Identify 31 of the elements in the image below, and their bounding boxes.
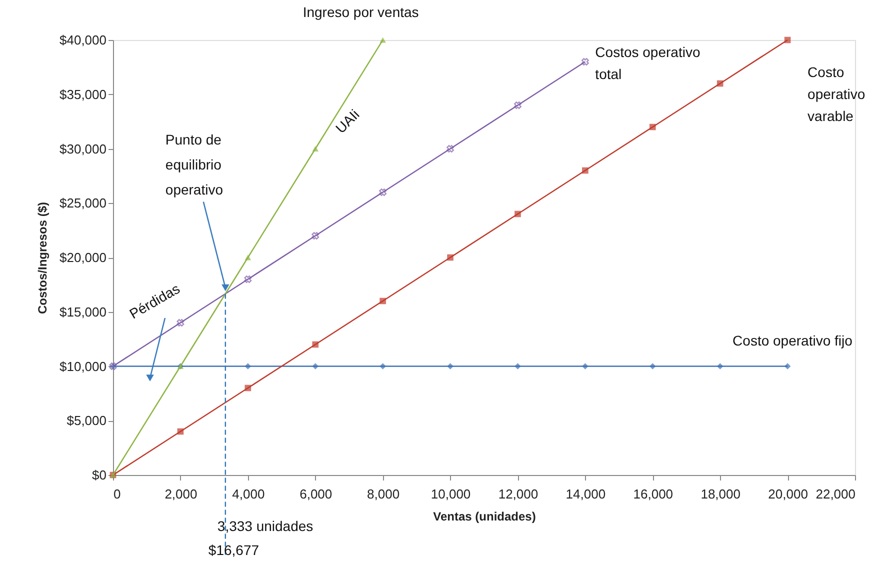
annotation: UAIi [332,106,362,136]
text: Ingreso por ventas [302,4,419,20]
y-tick-label: $5,000 [66,413,106,428]
x-tick-label: 22,000 [816,486,856,502]
y-tick-label: $35,000 [60,86,106,102]
ref-line-label: 3,333 unidades [217,518,314,534]
y-tick-label: $15,000 [60,304,106,320]
y-tick-label: $30,000 [60,141,106,156]
series-label: Costo operativo fijo [732,332,853,348]
x-tick-label: 6,000 [300,486,332,502]
y-tick-label: $25,000 [60,196,106,211]
y-axis-title: Costos/Ingresos ($) [36,202,50,314]
y-tick-label: $20,000 [60,250,106,265]
series-label: Costo operativo varable [808,64,866,124]
x-tick-label: 8,000 [367,486,400,502]
annotation: Punto de equilibrio operativo [165,132,224,198]
x-tick-label: 4,000 [232,486,265,502]
y-tick-label: $10,000 [60,358,106,374]
text: $16,677 [208,542,260,558]
series-label: Costos operativo total [595,44,700,82]
x-tick-label: 18,000 [700,486,740,502]
y-tick-label: $0 [92,468,106,482]
y-tick-label: $40,000 [60,32,106,48]
x-tick-label: 0 [114,486,121,502]
x-tick-label: 20,000 [768,486,808,502]
x-tick-label: 12,000 [498,486,538,502]
x-tick-label: 14,000 [566,486,606,502]
x-tick-label: 2,000 [164,486,198,502]
x-tick-label: 10,000 [430,486,471,502]
x-tick-label: 16,000 [633,486,674,502]
x-axis-title: Ventas (unidades) [433,510,536,524]
